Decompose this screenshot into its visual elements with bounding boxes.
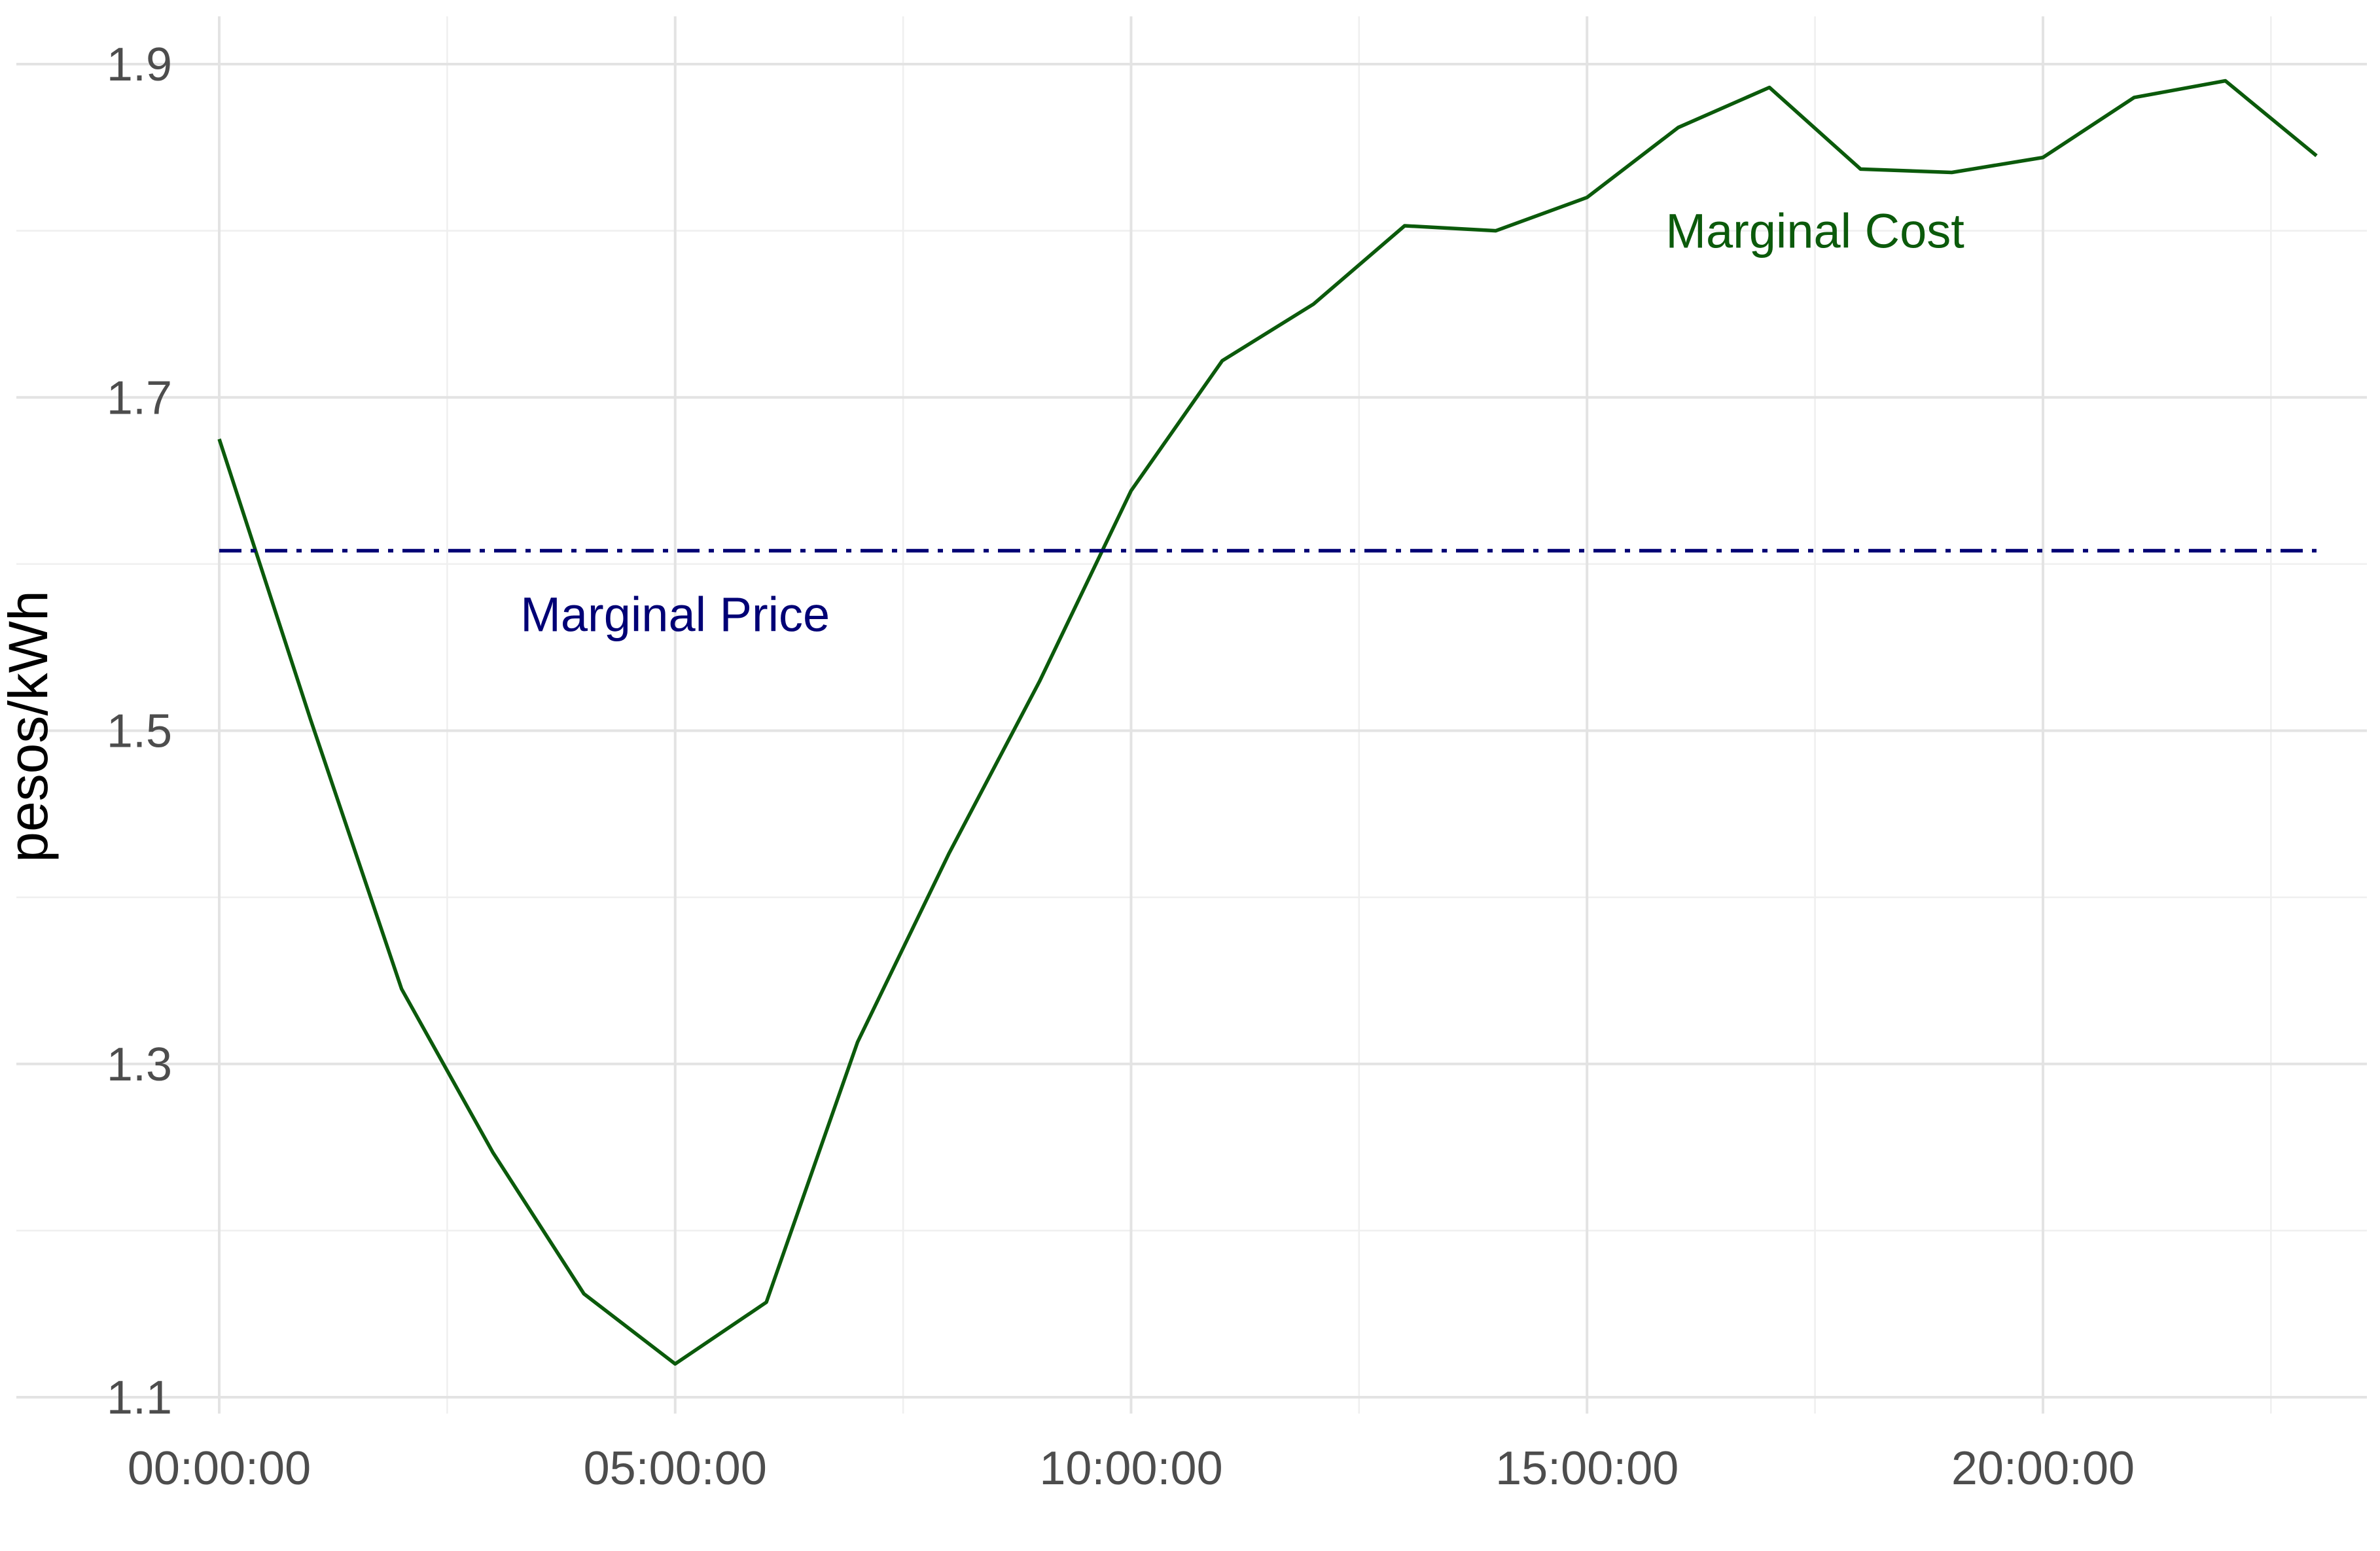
x-tick-label: 10:00:00	[1039, 1442, 1222, 1495]
x-tick-label: 15:00:00	[1495, 1442, 1678, 1495]
annotations: Marginal Cost Marginal Price	[520, 204, 1964, 642]
y-tick-label: 1.9	[107, 39, 172, 91]
y-axis-tick-labels: 1.1 1.3 1.5 1.7 1.9	[107, 39, 172, 1424]
annotation-label: Marginal Price	[520, 587, 830, 641]
y-axis-title: pesos/kWh	[0, 590, 59, 863]
y-tick-label: 1.7	[107, 372, 172, 424]
annotation-label: Marginal Cost	[1665, 204, 1964, 258]
y-tick-label: 1.5	[107, 705, 172, 758]
x-tick-label: 20:00:00	[1951, 1442, 2135, 1495]
x-tick-label: 05:00:00	[584, 1442, 767, 1495]
major-gridlines	[16, 16, 2367, 1414]
series-line-marginal-cost	[217, 79, 2318, 1366]
y-tick-label: 1.3	[107, 1039, 172, 1091]
x-axis-tick-labels: 00:00:00 05:00:00 10:00:00 15:00:00 20:00:00	[128, 1442, 2135, 1495]
minor-gridlines	[16, 16, 2367, 1414]
y-tick-label: 1.1	[107, 1372, 172, 1424]
series-layer	[217, 79, 2318, 1366]
x-tick-label: 00:00:00	[128, 1442, 311, 1495]
